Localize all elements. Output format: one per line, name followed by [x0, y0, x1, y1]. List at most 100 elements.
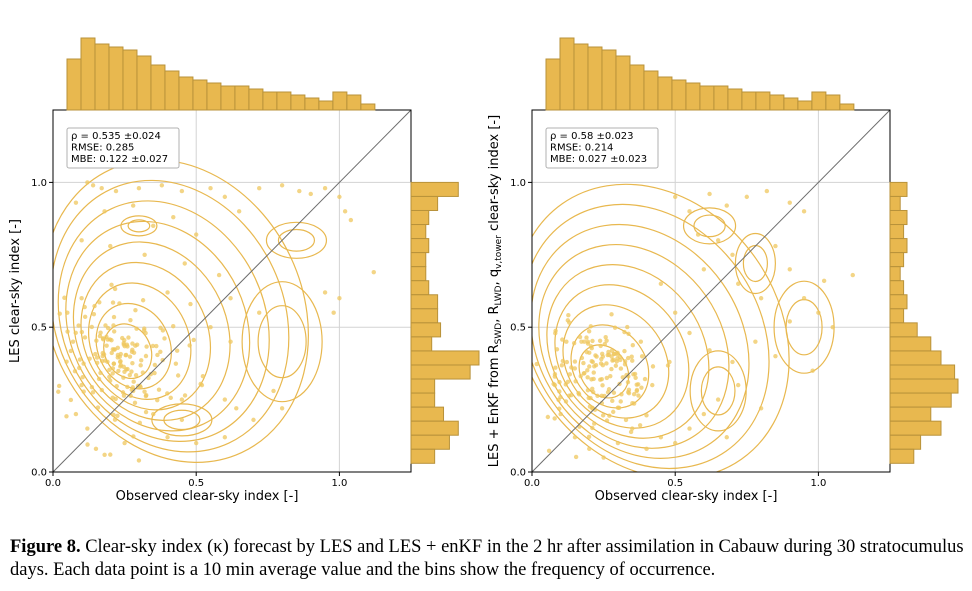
- data-point: [136, 185, 142, 191]
- data-point: [618, 366, 624, 371]
- data-point: [187, 343, 192, 348]
- data-point: [126, 335, 131, 340]
- data-point: [113, 188, 119, 194]
- top-histogram-bar: [122, 49, 138, 111]
- right-histogram-bar: [889, 195, 901, 211]
- data-point: [609, 312, 614, 317]
- data-point: [342, 209, 348, 214]
- data-point: [631, 372, 636, 377]
- stats-line: ρ = 0.535 ±0.024: [71, 131, 161, 142]
- right-histogram-bar: [889, 294, 908, 310]
- data-point: [673, 310, 678, 315]
- density-contour: [257, 305, 307, 379]
- data-point: [590, 386, 595, 391]
- right-histogram-bar: [410, 392, 436, 408]
- caption-label: Figure 8.: [10, 537, 81, 557]
- density-contour: [734, 232, 776, 295]
- data-point: [545, 414, 551, 420]
- data-point: [603, 334, 608, 340]
- data-point: [133, 372, 139, 378]
- data-point: [194, 232, 199, 237]
- data-point: [687, 330, 692, 336]
- right-histogram-bar: [889, 238, 908, 254]
- data-point: [160, 357, 165, 363]
- x-tick-label: 0.0: [45, 478, 61, 489]
- data-point: [629, 354, 634, 359]
- x-axis-label: Observed clear-sky index [-]: [595, 489, 778, 504]
- data-point: [132, 400, 138, 406]
- data-point: [89, 385, 95, 390]
- data-point: [801, 296, 807, 301]
- data-point: [142, 252, 147, 257]
- data-point: [111, 329, 117, 334]
- density-contour: [562, 304, 670, 419]
- data-point: [257, 185, 262, 191]
- data-point: [89, 324, 94, 330]
- data-point: [650, 382, 655, 388]
- data-point: [79, 296, 84, 301]
- data-point: [82, 335, 88, 340]
- data-point: [572, 366, 578, 371]
- data-point: [158, 325, 163, 331]
- stats-line: ρ = 0.58 ±0.023: [550, 131, 634, 142]
- data-point: [142, 326, 147, 331]
- data-point: [200, 373, 206, 379]
- top-histogram-bar: [797, 100, 813, 111]
- data-point: [673, 194, 678, 200]
- right-histogram-bar: [889, 406, 932, 422]
- data-point: [251, 417, 256, 423]
- top-histogram-bar: [332, 91, 348, 111]
- data-point: [100, 358, 105, 364]
- data-point: [208, 325, 213, 330]
- data-point: [107, 378, 113, 383]
- data-point: [109, 350, 114, 356]
- top-histogram-bar: [587, 46, 603, 111]
- scatter-points: [56, 180, 376, 463]
- data-point: [572, 435, 578, 440]
- data-point: [108, 243, 113, 249]
- data-point: [579, 339, 584, 344]
- data-point: [140, 298, 146, 303]
- data-point: [110, 371, 115, 376]
- data-point: [171, 324, 176, 329]
- data-point: [559, 363, 565, 368]
- data-point: [65, 310, 70, 315]
- data-point: [638, 339, 644, 344]
- data-point: [560, 337, 565, 342]
- data-point: [604, 361, 609, 366]
- data-point: [138, 363, 143, 368]
- right-histogram-bar: [889, 252, 905, 268]
- data-point: [133, 308, 138, 313]
- data-point: [611, 390, 617, 395]
- top-histogram-bar: [234, 85, 250, 111]
- data-point: [112, 347, 117, 352]
- top-histogram-bar: [290, 94, 306, 111]
- data-point: [588, 395, 593, 401]
- data-point: [191, 337, 196, 343]
- top-histogram-bar: [108, 46, 124, 111]
- top-histogram-bar: [825, 94, 841, 111]
- data-point: [80, 374, 85, 380]
- data-point: [117, 301, 122, 306]
- data-point: [85, 442, 90, 447]
- data-point: [98, 330, 103, 335]
- data-point: [616, 405, 622, 411]
- data-point: [140, 370, 146, 375]
- top-histogram-bar: [559, 37, 575, 111]
- data-point: [73, 411, 79, 417]
- data-point: [105, 359, 110, 365]
- top-histogram-bar: [178, 76, 194, 111]
- density-contour: [742, 244, 768, 283]
- data-point: [93, 351, 98, 357]
- data-point: [618, 399, 623, 404]
- data-point: [142, 389, 147, 394]
- data-point: [100, 353, 105, 359]
- data-point: [104, 343, 109, 348]
- stats-line: RMSE: 0.214: [550, 143, 613, 154]
- data-point: [143, 330, 148, 336]
- data-point: [90, 390, 96, 395]
- data-point: [630, 358, 635, 363]
- data-point: [626, 331, 631, 336]
- data-point: [600, 354, 606, 359]
- x-tick-label: 1.0: [810, 478, 826, 489]
